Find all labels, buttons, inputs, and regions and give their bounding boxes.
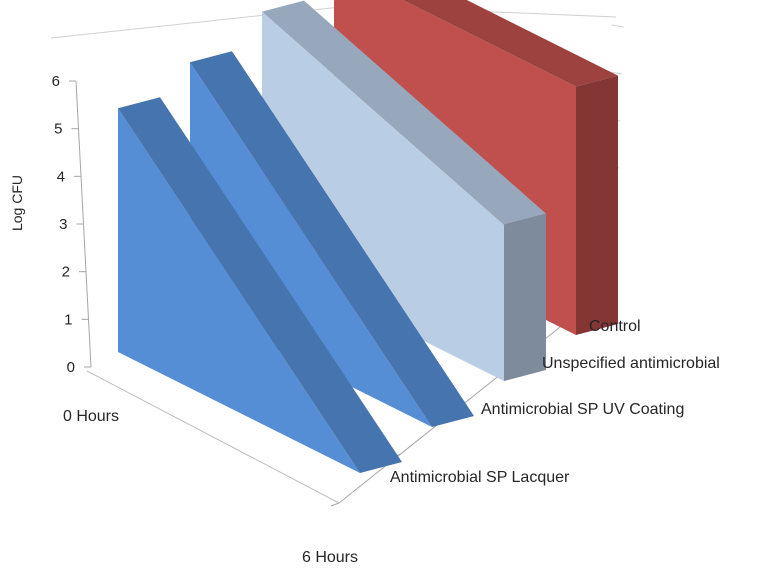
series-side-face-2 [504, 213, 546, 381]
series-top-face-1 [190, 51, 474, 427]
series-top-face-3 [402, 0, 618, 87]
y-tick-label-4: 4 [57, 168, 65, 185]
series-top-face-0 [118, 97, 402, 473]
y-tick-label-1: 1 [64, 311, 72, 328]
series-label-1: Antimicrobial SP UV Coating [481, 401, 684, 418]
series-label-0: Antimicrobial SP Lacquer [390, 469, 570, 486]
series-group [118, 0, 618, 473]
y-ticks: 0 1 2 3 4 5 6 [52, 73, 91, 376]
series-side-face-3 [576, 75, 618, 335]
depth-tick-mark-0 [330, 502, 340, 507]
x-category-label-0: 0 Hours [63, 408, 119, 425]
x-category-label-1: 6 Hours [302, 549, 358, 566]
y-tick-label-0: 0 [67, 359, 75, 376]
right-wall-tick-5 [611, 24, 624, 28]
y-axis-title: Log CFU [9, 175, 25, 231]
series-top-face-2 [262, 0, 546, 225]
y-tick-label-2: 2 [62, 264, 70, 281]
y-tick-label-3: 3 [59, 216, 67, 233]
series-front-face-0 [118, 108, 360, 473]
labels: Log CFU 0 Hours 6 Hours Antimicrobial SP… [9, 175, 720, 566]
y-tick-label-6: 6 [52, 73, 60, 90]
series-ribbon-0 [118, 97, 402, 473]
right-wall-tick-4 [609, 71, 623, 75]
series-label-2: Unspecified antimicrobial [542, 355, 720, 372]
series-label-3: Control [589, 318, 641, 335]
floor-front-edge [86, 370, 340, 504]
y-tick-label-5: 5 [54, 121, 62, 138]
